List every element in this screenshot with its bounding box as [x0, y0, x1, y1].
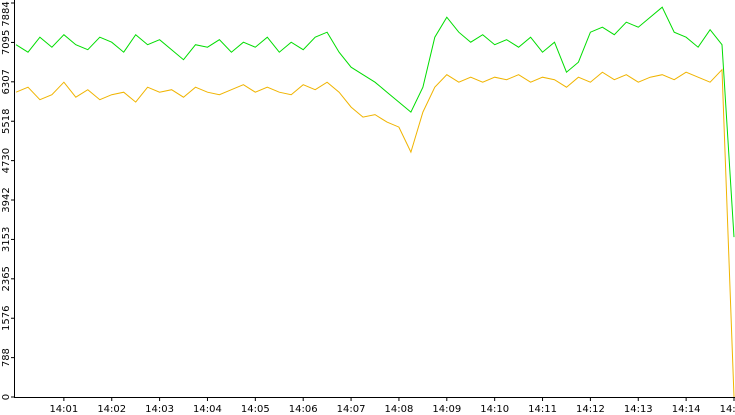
- x-tick-label: 14:07: [337, 404, 366, 415]
- y-tick-label: 6307: [1, 69, 12, 94]
- x-tick-label: 14:06: [289, 404, 318, 415]
- x-tick-label: 14:11: [528, 404, 557, 415]
- x-tick-label: 14:05: [241, 404, 270, 415]
- x-tick-label: 14:12: [576, 404, 605, 415]
- x-tick-label: 14:01: [49, 404, 78, 415]
- y-tick-label: 3153: [1, 227, 12, 252]
- y-tick-label: 788: [1, 348, 12, 367]
- series-line: [15, 68, 735, 398]
- x-tick-label: 14:09: [432, 404, 461, 415]
- x-tick-label: 14:15: [720, 404, 735, 415]
- y-tick-label: 5518: [1, 109, 12, 134]
- y-tick-label: 7884: [1, 1, 12, 26]
- x-tick-label: 14:02: [97, 404, 126, 415]
- x-tick-label: 14:03: [145, 404, 174, 415]
- y-tick-label: 1576: [1, 306, 12, 331]
- x-tick-label: 14:10: [480, 404, 509, 415]
- y-tick-label: 3942: [1, 187, 12, 212]
- y-tick-label: 2365: [1, 266, 12, 291]
- series-line: [15, 6, 735, 238]
- x-tick-label: 14:14: [672, 404, 701, 415]
- x-tick-label: 14:13: [624, 404, 653, 415]
- y-tick-label: 4730: [1, 148, 12, 173]
- x-tick-label: 14:04: [193, 404, 222, 415]
- y-tick-label: 7095: [1, 30, 12, 55]
- y-tick-label: 0: [1, 394, 12, 400]
- x-tick-label: 14:08: [385, 404, 414, 415]
